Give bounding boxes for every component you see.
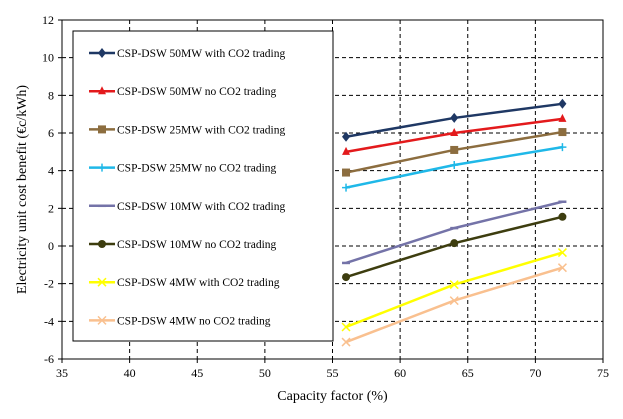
x-tick-label: 50 — [259, 366, 271, 380]
marker-stroke — [97, 315, 107, 325]
data-point — [450, 112, 459, 123]
y-tick-label: 2 — [48, 201, 54, 215]
x-tick-label: 70 — [529, 366, 541, 380]
marker-stroke — [449, 296, 459, 306]
data-point — [342, 183, 351, 192]
data-point — [98, 125, 106, 134]
y-tick-label: 8 — [48, 88, 54, 102]
data-point — [98, 48, 106, 58]
x-tick-label: 60 — [394, 366, 406, 380]
y-tick-label: 6 — [48, 126, 54, 140]
marker-stroke — [557, 248, 567, 258]
x-tick-label: 75 — [597, 366, 609, 380]
series-8 — [341, 263, 567, 347]
data-point — [98, 163, 106, 172]
legend-label: CSP-DSW 50MW with CO2 trading — [117, 48, 286, 60]
y-tick-label: -4 — [44, 314, 54, 328]
data-point — [342, 168, 351, 177]
series-2 — [342, 113, 567, 155]
data-point — [558, 143, 567, 152]
axes: 35 40 45 50 55 60 65 70 75 -6 -4 -2 0 2 4 6 8 10 12 — [42, 13, 609, 380]
y-tick-label: 12 — [42, 13, 54, 27]
data-point — [557, 263, 567, 273]
legend-label: CSP-DSW 4MW with CO2 trading — [117, 277, 280, 289]
data-point — [557, 248, 567, 258]
data-point — [97, 315, 107, 325]
legend-label: CSP-DSW 25MW no CO2 trading — [117, 163, 277, 175]
legend-item: CSP-DSW 10MW with CO2 trading — [89, 201, 286, 213]
series-6 — [342, 212, 567, 282]
series-5 — [342, 200, 567, 265]
data-point — [342, 273, 351, 282]
x-tick-label: 45 — [191, 366, 203, 380]
legend-box — [72, 30, 334, 342]
data-point — [558, 212, 567, 221]
series-3 — [342, 128, 567, 177]
x-axis-title: Capacity factor (%) — [277, 389, 388, 404]
legend-item: CSP-DSW 4MW with CO2 trading — [89, 277, 280, 289]
data-point — [342, 131, 351, 142]
marker-stroke — [341, 337, 351, 347]
data-point — [98, 240, 106, 248]
data-point — [450, 128, 459, 136]
series-group — [341, 98, 567, 347]
legend-label: CSP-DSW 4MW no CO2 trading — [117, 315, 271, 327]
legend: CSP-DSW 50MW with CO2 trading CSP-DSW 50M… — [72, 30, 334, 342]
x-tick-label: 35 — [56, 366, 68, 380]
legend-item: CSP-DSW 50MW with CO2 trading — [89, 48, 286, 60]
legend-item: CSP-DSW 25MW with CO2 trading — [89, 124, 286, 136]
data-point — [449, 280, 459, 290]
data-point — [450, 239, 459, 248]
data-point — [342, 146, 351, 155]
marker-stroke — [341, 322, 351, 332]
legend-item: CSP-DSW 10MW no CO2 trading — [89, 239, 277, 251]
series-7 — [341, 248, 567, 332]
x-tick-label: 55 — [327, 366, 339, 380]
series-4 — [342, 143, 567, 192]
marker-stroke — [449, 280, 459, 290]
y-tick-label: -2 — [44, 277, 54, 291]
legend-item: CSP-DSW 25MW no CO2 trading — [89, 163, 277, 175]
y-tick-label: 4 — [48, 164, 54, 178]
data-point — [341, 337, 351, 347]
x-tick-label: 40 — [124, 366, 136, 380]
data-point — [450, 145, 459, 154]
y-tick-label: -6 — [44, 352, 54, 366]
data-point — [341, 322, 351, 332]
y-tick-label: 0 — [48, 239, 54, 253]
legend-label: CSP-DSW 10MW no CO2 trading — [117, 239, 277, 251]
x-tick-label: 65 — [462, 366, 474, 380]
marker-stroke — [557, 263, 567, 273]
series-1 — [342, 98, 567, 142]
marker-stroke — [97, 277, 107, 287]
data-point — [97, 277, 107, 287]
y-tick-label: 10 — [42, 51, 54, 65]
legend-label: CSP-DSW 25MW with CO2 trading — [117, 124, 286, 136]
y-axis-title: Electricity unit cost benefit (€c/kWh) — [15, 85, 30, 294]
data-point — [558, 98, 567, 109]
legend-label: CSP-DSW 50MW no CO2 trading — [117, 86, 277, 98]
data-point — [98, 86, 106, 95]
data-point — [558, 128, 567, 137]
legend-item: CSP-DSW 50MW no CO2 trading — [89, 86, 277, 98]
data-point — [449, 296, 459, 306]
legend-label: CSP-DSW 10MW with CO2 trading — [117, 201, 286, 213]
data-point — [450, 161, 459, 170]
legend-item: CSP-DSW 4MW no CO2 trading — [89, 315, 271, 327]
data-point — [558, 113, 567, 122]
